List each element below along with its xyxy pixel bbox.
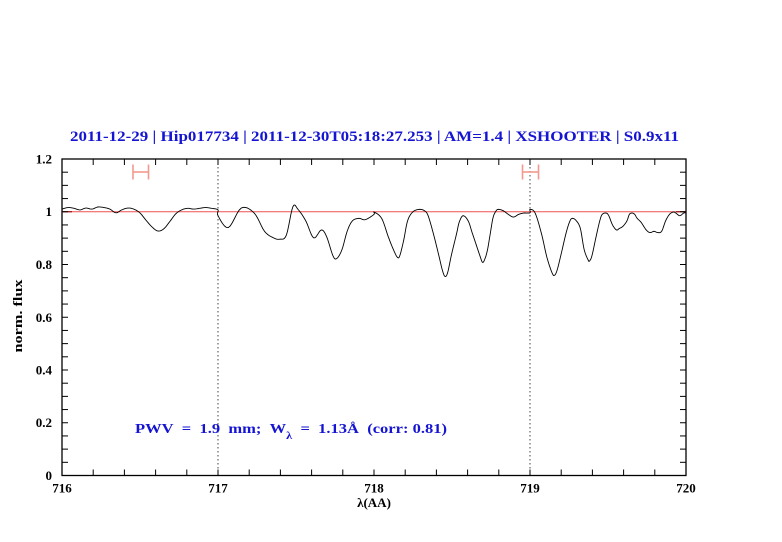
- svg-text:0: 0: [46, 468, 53, 483]
- svg-text:717: 717: [208, 481, 228, 496]
- svg-text:1: 1: [46, 204, 53, 219]
- svg-text:0.2: 0.2: [36, 415, 52, 430]
- svg-text:0.8: 0.8: [36, 257, 53, 272]
- svg-text:716: 716: [52, 481, 72, 496]
- svg-text:0.4: 0.4: [36, 363, 53, 378]
- svg-text:norm. flux: norm. flux: [10, 279, 25, 353]
- svg-text:718: 718: [364, 481, 384, 496]
- svg-text:λ(AA): λ(AA): [357, 495, 391, 510]
- svg-text:719: 719: [520, 481, 540, 496]
- svg-text:2011-12-29 | Hip017734 | 2011-: 2011-12-29 | Hip017734 | 2011-12-30T05:1…: [70, 129, 679, 145]
- svg-text:0.6: 0.6: [36, 310, 53, 325]
- svg-text:1.2: 1.2: [36, 152, 52, 167]
- svg-text:720: 720: [676, 481, 696, 496]
